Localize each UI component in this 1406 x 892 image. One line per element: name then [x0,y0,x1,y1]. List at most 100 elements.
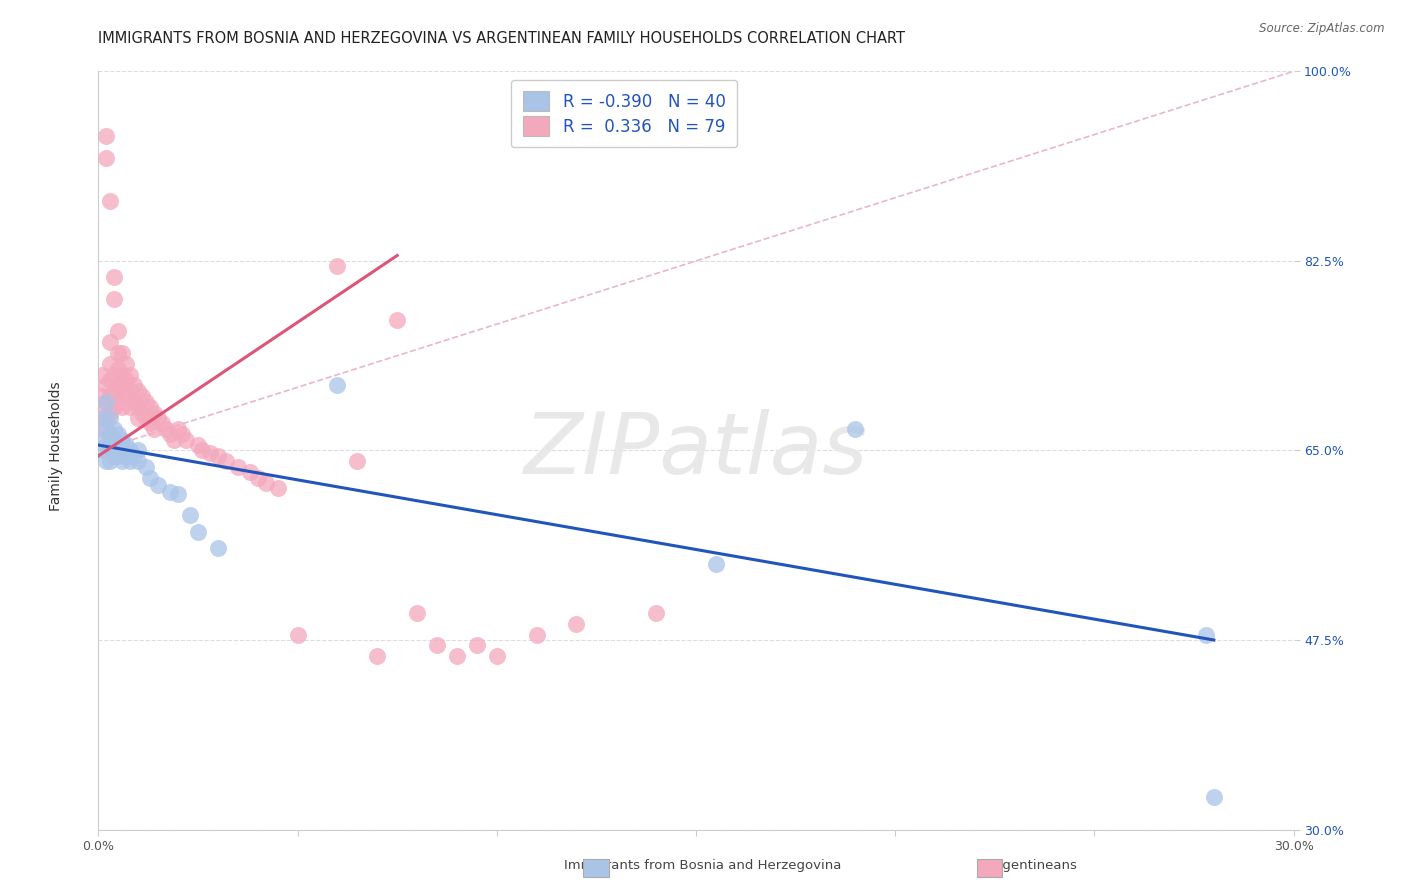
Point [96,422,118,436]
Point [96,394,118,409]
Point [198,445,221,459]
Point [143,422,166,436]
Point [98,438,122,452]
Point [111,454,134,468]
Point [326,378,349,392]
Point [135,411,157,425]
Point [120,368,142,382]
Point [98,335,122,350]
Point [366,649,388,664]
Point [91,443,114,458]
Point [326,260,349,274]
Point [98,427,122,442]
Point [96,378,118,392]
Point [135,394,157,409]
Point [96,411,118,425]
Point [111,346,134,360]
Text: Argentineans: Argentineans [988,859,1078,871]
Point [96,394,118,409]
Point [287,627,309,641]
Point [139,470,162,484]
Point [98,454,122,468]
Point [191,443,214,458]
Point [167,487,190,501]
Point [127,454,149,468]
Point [91,433,114,447]
Point [143,405,166,419]
Point [254,475,277,490]
Point [98,389,122,403]
Point [107,378,129,392]
Point [107,346,129,360]
Text: ZIPatlas: ZIPatlas [524,409,868,492]
Point [103,433,125,447]
Point [115,438,138,452]
Point [111,443,134,458]
Text: Immigrants from Bosnia and Herzegovina: Immigrants from Bosnia and Herzegovina [564,859,842,871]
Point [127,411,149,425]
Point [174,433,197,447]
Point [103,400,125,414]
Point [139,400,162,414]
Point [159,484,181,499]
Point [115,357,138,371]
Point [207,541,229,555]
Point [159,427,181,442]
Point [120,384,142,398]
Point [704,557,727,571]
Point [187,438,209,452]
Point [385,313,409,327]
Point [103,368,125,382]
Point [107,324,129,338]
Point [215,454,238,468]
Point [107,427,129,442]
Point [426,639,449,653]
Point [179,508,201,523]
Point [98,373,122,387]
Point [120,400,142,414]
Point [103,270,125,285]
Point [98,411,122,425]
Point [1195,627,1218,641]
Point [111,384,134,398]
Point [115,389,138,403]
Point [124,394,146,409]
Point [96,454,118,468]
Point [127,384,149,398]
Point [98,357,122,371]
Point [107,449,129,463]
Point [120,443,142,458]
Point [163,433,186,447]
Point [103,292,125,306]
Point [107,362,129,376]
Point [96,129,118,144]
Point [167,422,190,436]
Point [127,400,149,414]
Point [91,368,114,382]
Point [120,454,142,468]
Point [91,411,114,425]
Point [96,151,118,165]
Point [207,449,229,463]
Text: Family Households: Family Households [49,381,63,511]
Point [645,606,668,620]
Point [127,443,149,458]
Point [406,606,429,620]
Point [148,478,170,492]
Text: IMMIGRANTS FROM BOSNIA AND HERZEGOVINA VS ARGENTINEAN FAMILY HOUSEHOLDS CORRELAT: IMMIGRANTS FROM BOSNIA AND HERZEGOVINA V… [98,31,905,46]
Point [172,427,194,442]
Point [103,422,125,436]
Point [148,411,170,425]
Point [485,649,508,664]
Point [96,438,118,452]
Point [124,449,146,463]
Point [1202,790,1225,805]
Point [131,389,153,403]
Point [844,422,866,436]
Point [346,454,368,468]
Point [267,481,290,495]
Point [246,470,269,484]
Point [139,417,162,431]
Point [465,639,488,653]
Point [239,465,262,479]
